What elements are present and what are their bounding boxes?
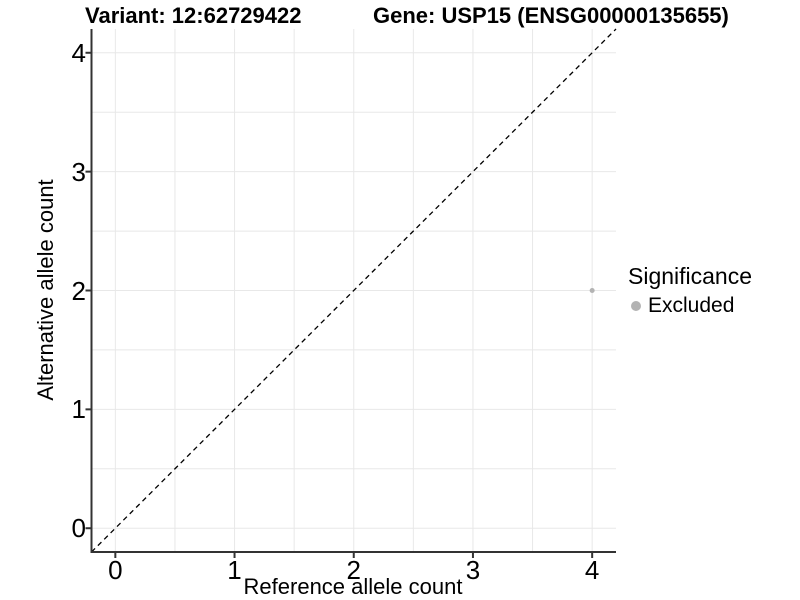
legend-entry-excluded: Excluded bbox=[628, 293, 752, 318]
y-tick-label: 1 bbox=[71, 394, 86, 425]
x-tick-label: 3 bbox=[465, 555, 481, 585]
data-point bbox=[589, 288, 595, 293]
x-tick-label: 0 bbox=[108, 555, 123, 585]
plot-title-gene: Gene: USP15 (ENSG00000135655) bbox=[373, 3, 729, 28]
legend-title: Significance bbox=[628, 263, 753, 289]
legend: Significance Excluded bbox=[628, 263, 752, 318]
x-axis-label: Reference allele count bbox=[243, 574, 463, 599]
identity-line bbox=[91, 28, 617, 553]
x-tick-label: 4 bbox=[584, 555, 600, 585]
x-tick-label: 1 bbox=[227, 555, 242, 585]
plot-title-variant: Variant: 12:62729422 bbox=[85, 3, 302, 28]
y-tick-label: 2 bbox=[71, 275, 86, 306]
y-tick-label: 0 bbox=[71, 513, 86, 544]
legend-entry-label: Excluded bbox=[648, 294, 735, 317]
legend-key-dot-icon bbox=[631, 300, 641, 311]
y-tick-label: 3 bbox=[71, 156, 86, 187]
x-tick-label: 2 bbox=[346, 555, 361, 585]
y-tick-label: 4 bbox=[71, 37, 86, 68]
